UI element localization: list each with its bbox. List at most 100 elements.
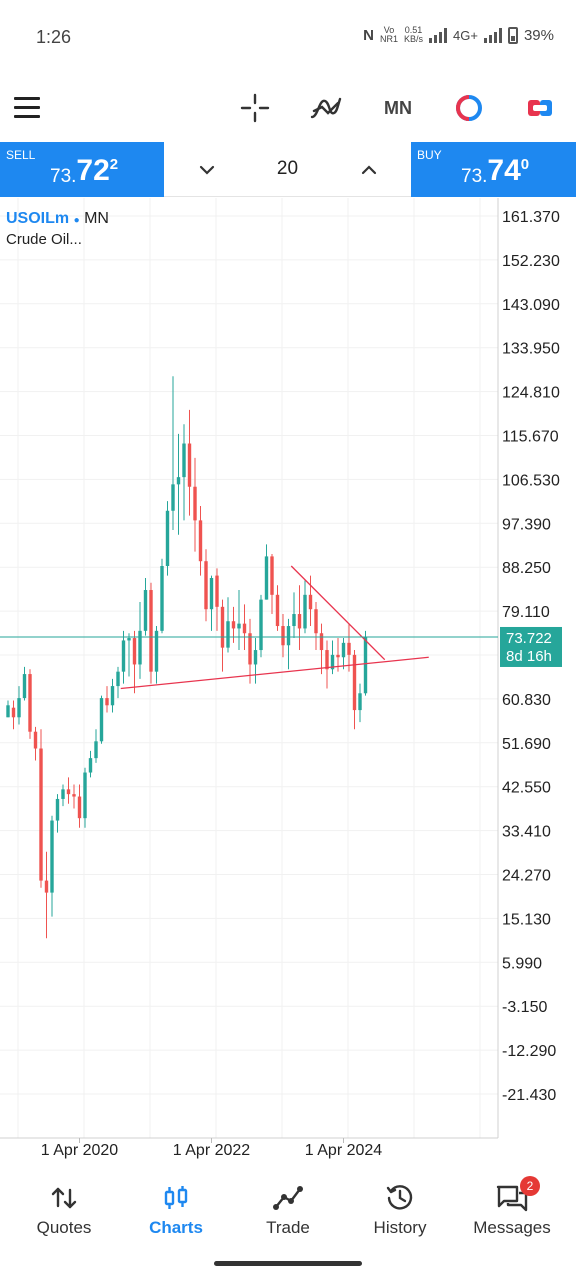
candle-body [215, 575, 219, 607]
y-tick-label: 79.110 [502, 604, 550, 621]
candle-body [110, 686, 115, 706]
nav-history[interactable]: History [345, 1180, 455, 1244]
candle-body [83, 772, 87, 819]
buy-label: BUY [417, 148, 442, 162]
timeframe-button[interactable]: MN [384, 97, 412, 118]
nav-quotes[interactable]: Quotes [9, 1180, 119, 1244]
price-chart[interactable]: 161.370 152.230 143.090 133.950 124.810 115.6… [0, 198, 576, 1170]
signal-icon [429, 27, 448, 43]
trendline-support [120, 656, 429, 690]
volume-input[interactable]: 20 [276, 158, 299, 179]
candle-body [358, 693, 362, 711]
chart-toolbar: MN [0, 76, 576, 142]
y-tick-label: 152.230 [502, 253, 560, 270]
volume-control: 20 [164, 142, 411, 197]
candle-body [352, 654, 357, 711]
nav-charts[interactable]: Charts [121, 1180, 231, 1244]
volume-increase-button[interactable] [356, 156, 382, 184]
candle-body [187, 443, 192, 487]
candle-body [105, 698, 109, 706]
candle-body [28, 674, 32, 732]
candle-body [193, 486, 197, 521]
crosshair-icon[interactable] [238, 88, 272, 128]
candle-body [33, 731, 38, 749]
y-tick-label: 42.550 [502, 780, 551, 797]
one-click-trading-icon[interactable] [451, 88, 487, 128]
sell-label: SELL [6, 148, 36, 162]
y-tick-label: 24.270 [502, 868, 551, 885]
y-tick-label: 133.950 [502, 341, 560, 358]
candle-body [281, 626, 285, 646]
candle-body [99, 698, 104, 742]
candle-body [138, 630, 142, 665]
candle-body [182, 443, 186, 478]
charts-icon [121, 1180, 231, 1216]
account-icon[interactable] [522, 88, 558, 128]
candle-body [330, 654, 335, 670]
candle-body [308, 594, 313, 610]
candle-body [127, 638, 131, 641]
y-tick-label: 33.410 [502, 824, 551, 841]
x-tick-label: 1 Apr 2022 [173, 1142, 251, 1159]
nav-messages[interactable]: 2 Messages [457, 1176, 567, 1244]
volume-decrease-button[interactable] [194, 156, 220, 184]
network-speed: 0.51 KB/s [404, 25, 424, 44]
x-tick-label: 1 Apr 2024 [305, 1142, 383, 1159]
y-tick-label: -21.430 [502, 1087, 556, 1104]
history-icon [345, 1180, 455, 1216]
indicator-icon[interactable] [308, 88, 344, 128]
nfc-icon: N [363, 26, 374, 44]
candle-body [88, 758, 93, 773]
candle-body [336, 654, 340, 658]
candle-body [248, 633, 252, 665]
candle-body [341, 642, 346, 658]
battery-icon [507, 26, 518, 44]
battery-percent: 39% [523, 26, 554, 44]
candle-body [154, 630, 159, 672]
volte-indicator: Vo NR1 [380, 25, 399, 44]
candle-body [209, 578, 214, 610]
messages-icon [457, 1180, 567, 1216]
candle-body [171, 484, 175, 511]
sell-button[interactable]: SELL 73. 72 2 [0, 142, 164, 197]
chart-symbol: USOILm ● MN [6, 210, 109, 228]
y-tick-label: 51.690 [502, 736, 551, 753]
candle-body [270, 556, 274, 595]
y-tick-label: -3.150 [502, 999, 547, 1016]
candle-body [325, 650, 329, 670]
candle-body [198, 520, 203, 562]
candle-body [275, 594, 280, 627]
candle-body [94, 741, 98, 759]
bottom-navigation: Quotes Charts Trade History 2 Messages [0, 1170, 576, 1250]
messages-badge: 2 [520, 1176, 540, 1196]
candle-body [39, 748, 43, 881]
y-tick-label: 97.390 [502, 516, 551, 533]
status-time: 1:26 [36, 27, 72, 47]
candle-body [72, 794, 76, 797]
candle-body [292, 614, 296, 627]
candle-body [226, 621, 230, 648]
current-price-label: 73.722 [506, 630, 552, 647]
candle-body [116, 671, 120, 687]
candle-body [297, 614, 302, 629]
candle-body [237, 623, 241, 629]
network-type: 4G+ [453, 27, 478, 43]
candle-body [231, 621, 236, 629]
nav-trade[interactable]: Trade [233, 1180, 343, 1244]
symbol-timeframe: MN [84, 210, 109, 227]
candle-body [363, 637, 368, 694]
candle-body [132, 638, 137, 665]
y-tick-label: 106.530 [502, 472, 560, 489]
home-indicator [214, 1261, 362, 1266]
trade-panel: SELL 73. 72 2 20 BUY 73. 74 0 [0, 142, 576, 198]
menu-icon[interactable] [14, 88, 42, 128]
buy-button[interactable]: BUY 73. 74 0 [411, 142, 576, 197]
candle-body [11, 707, 16, 718]
chart-canvas[interactable]: 161.370 152.230 143.090 133.950 124.810 115.6… [0, 198, 576, 1170]
candle-body [264, 556, 269, 600]
candle-body [160, 565, 164, 631]
candle-body [44, 880, 49, 893]
signal-2-icon [483, 27, 502, 43]
current-price-tag [500, 626, 562, 667]
candle-body [176, 477, 181, 485]
